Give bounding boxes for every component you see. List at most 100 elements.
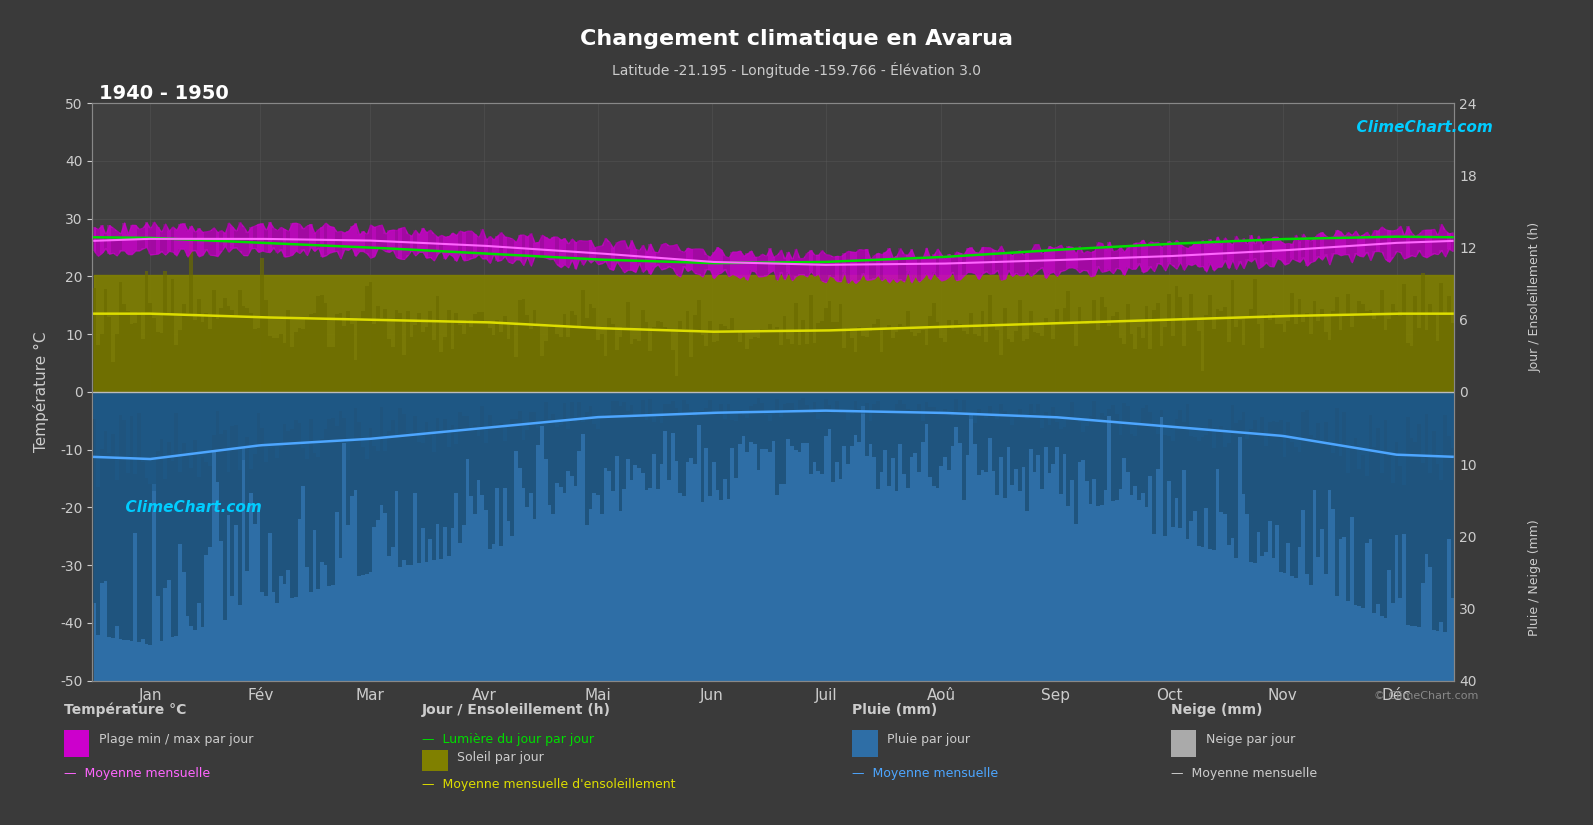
Bar [906,311,910,392]
Bar [1110,392,1115,502]
Bar [532,243,537,256]
Bar [409,392,413,435]
Bar [902,392,906,404]
Bar [510,238,515,263]
Bar [170,392,175,461]
Bar [212,228,215,255]
Bar [215,318,220,392]
Bar [1321,392,1324,529]
Bar [887,248,890,282]
Bar [320,392,323,563]
Bar [140,339,145,392]
Bar [809,392,812,413]
Bar [424,392,429,422]
Bar [943,342,946,392]
Bar [1235,236,1238,269]
Bar [1043,392,1048,447]
Bar [443,237,448,259]
Bar [1126,392,1129,406]
Bar [693,392,696,464]
Bar [107,392,112,637]
Bar [1451,323,1454,392]
Bar [820,251,824,280]
Bar [723,392,726,419]
Bar [395,230,398,257]
Bar [884,392,887,412]
Bar [354,392,357,490]
Bar [448,392,451,556]
Bar [424,392,429,562]
Bar [118,282,123,392]
Bar [312,392,317,454]
Bar [1413,237,1418,257]
Bar [1021,392,1026,467]
Bar [585,241,589,258]
Bar [515,242,518,259]
Bar [220,308,223,392]
Bar [1440,392,1443,480]
Bar [320,392,323,439]
Bar [145,271,148,392]
Bar [1451,392,1454,448]
Bar [832,392,835,413]
Bar [790,259,793,280]
Bar [540,356,543,392]
Bar [704,392,709,408]
Bar [701,249,704,276]
Bar [335,392,339,426]
Bar [663,243,667,268]
Bar [548,392,551,505]
Bar [476,238,481,254]
Bar [951,392,954,416]
Bar [1309,392,1313,585]
Text: Soleil par jour: Soleil par jour [457,751,543,764]
Bar [1246,392,1249,439]
Bar [1346,233,1349,254]
Bar [898,248,902,279]
Bar [1145,392,1149,405]
Bar [746,392,749,452]
Bar [607,392,612,471]
Bar [1118,338,1123,392]
Bar [1249,309,1254,392]
Bar [515,392,518,419]
Bar [581,290,585,392]
Bar [1145,245,1149,271]
Bar [701,335,704,392]
Bar [765,392,768,449]
Bar [1212,392,1215,449]
Bar [629,240,634,270]
Bar [1383,392,1388,618]
Bar [1271,237,1276,266]
Bar [1360,304,1365,392]
Bar [151,392,156,491]
Bar [898,324,902,392]
Bar [1372,319,1376,392]
Bar [1219,392,1223,427]
Bar [231,309,234,392]
Bar [384,309,387,392]
Bar [857,249,862,280]
Bar [107,392,112,454]
Bar [137,392,140,412]
Bar [170,392,175,637]
Bar [190,392,193,469]
Bar [607,242,612,268]
Bar [1338,392,1343,539]
Bar [932,303,935,392]
Bar [906,255,910,271]
Bar [679,321,682,392]
Bar [921,257,924,278]
Bar [704,346,709,392]
Bar [1282,392,1287,456]
Bar [1099,243,1104,271]
Bar [667,328,671,392]
Bar [204,313,209,392]
Bar [873,324,876,392]
Bar [816,392,820,470]
Bar [245,233,249,255]
Bar [409,236,413,250]
Bar [231,227,234,248]
Bar [1365,311,1368,392]
Bar [559,239,562,267]
